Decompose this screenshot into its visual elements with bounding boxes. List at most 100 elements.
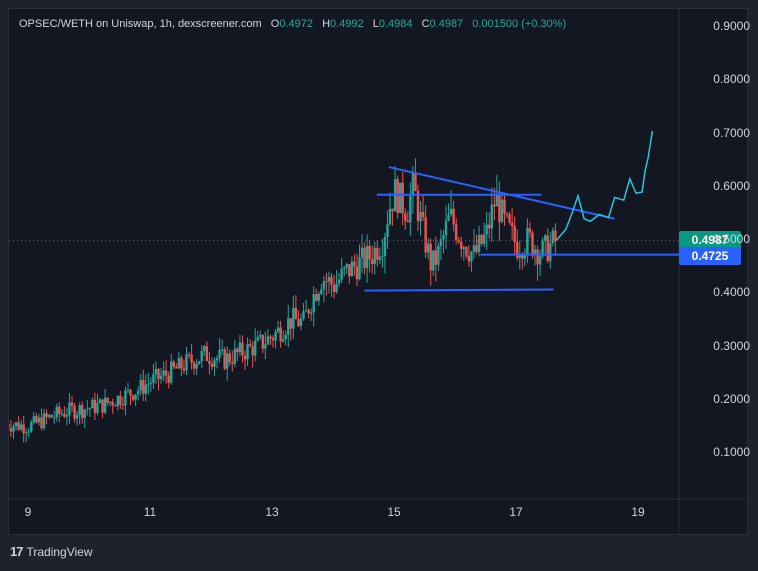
candle-body: [246, 344, 249, 360]
candle-body: [190, 354, 193, 363]
candle-body: [14, 422, 18, 427]
candle-body: [472, 245, 476, 252]
candle-body: [32, 416, 36, 423]
candle-body: [131, 395, 135, 400]
candle-body: [192, 362, 196, 369]
lower-support-line: [364, 288, 554, 292]
candle-body: [294, 307, 298, 320]
candle-body: [167, 375, 170, 383]
candle-body: [53, 417, 56, 419]
candle-body: [159, 375, 163, 380]
candle-body: [340, 268, 343, 280]
x-tick-label: 15: [387, 505, 401, 519]
candle-body: [373, 247, 376, 264]
candle-body: [554, 230, 557, 242]
candle-body: [47, 415, 51, 417]
candle-body: [215, 357, 219, 361]
candle-body: [449, 208, 453, 215]
candle-body: [271, 338, 275, 341]
open-value: 0.4972: [279, 18, 313, 30]
candle-body: [360, 247, 364, 258]
candle-body: [124, 390, 127, 406]
candle-body: [391, 208, 394, 212]
candle-body: [266, 336, 270, 345]
candle-body: [516, 242, 519, 258]
candle-body: [332, 284, 336, 293]
candle-body: [175, 366, 178, 369]
y-tick-label: 0.1000: [713, 445, 750, 459]
candle-body: [116, 395, 120, 407]
candle-body: [45, 413, 48, 417]
candle-body: [477, 234, 481, 253]
candle-body: [180, 357, 183, 369]
y-tick-label: 0.5000: [713, 232, 750, 246]
candle-body: [381, 256, 384, 258]
candle-body: [432, 250, 435, 271]
candle-body: [498, 193, 501, 223]
candle-body: [233, 348, 237, 364]
candle-body: [58, 406, 61, 414]
candle-body: [493, 204, 496, 207]
candle-body: [465, 247, 468, 256]
candle-body: [187, 354, 191, 356]
candle-body: [541, 240, 544, 257]
candle-body: [182, 368, 186, 371]
candle-body: [220, 349, 224, 351]
candle-body: [500, 199, 504, 223]
candle-body: [299, 318, 303, 327]
candle-body: [98, 399, 102, 404]
candle-body: [404, 213, 407, 221]
candle-body: [75, 414, 79, 419]
candle-body: [452, 208, 455, 225]
candle-body: [121, 404, 125, 406]
candle-body: [19, 424, 23, 430]
candle-body: [101, 399, 104, 413]
price-chart[interactable]: [9, 9, 748, 535]
candle-body: [528, 228, 532, 233]
candle-body: [546, 235, 549, 262]
x-tick-label: 13: [265, 505, 279, 519]
candle-body: [259, 335, 262, 337]
candle-body: [467, 255, 471, 262]
candle-body: [376, 247, 379, 260]
candle-body: [398, 182, 402, 214]
candle-body: [55, 406, 58, 418]
candle-body: [363, 247, 366, 269]
candle-body: [276, 327, 280, 332]
y-tick-label: 0.8000: [713, 72, 750, 87]
candle-body: [68, 402, 71, 416]
high-label: H: [322, 18, 331, 30]
candle-body: [292, 307, 295, 329]
candle-body: [434, 250, 438, 265]
candle-body: [86, 408, 89, 410]
candle-body: [144, 384, 147, 394]
candle-body: [218, 349, 221, 358]
candle-body: [154, 368, 158, 375]
candle-body: [335, 283, 338, 293]
candle-body: [126, 389, 130, 391]
chart-panel[interactable]: OPSEC/WETH on Uniswap, 1h, dexscreener.c…: [8, 8, 748, 535]
candle-body: [424, 216, 427, 253]
candle-body: [302, 311, 305, 319]
candle-body: [264, 344, 267, 349]
candle-body: [322, 281, 326, 290]
candle-body: [383, 237, 387, 257]
candle-body: [287, 318, 290, 335]
candle-body: [269, 336, 272, 339]
candle-body: [457, 239, 460, 242]
candle-body: [93, 399, 97, 413]
candle-body: [480, 234, 483, 244]
last-price-tag: 0.4987: [679, 230, 741, 249]
candle-body: [513, 225, 516, 243]
candle-body: [78, 405, 81, 415]
candle-body: [279, 327, 282, 342]
candle-body: [437, 245, 440, 265]
candle-body: [37, 417, 41, 423]
candle-body: [248, 344, 252, 346]
candle-body: [9, 424, 10, 429]
candle-body: [485, 224, 488, 235]
x-tick-label: 11: [143, 505, 157, 519]
low-value: 0.4984: [378, 18, 413, 30]
candle-body: [518, 255, 521, 258]
candle-body: [106, 397, 109, 403]
